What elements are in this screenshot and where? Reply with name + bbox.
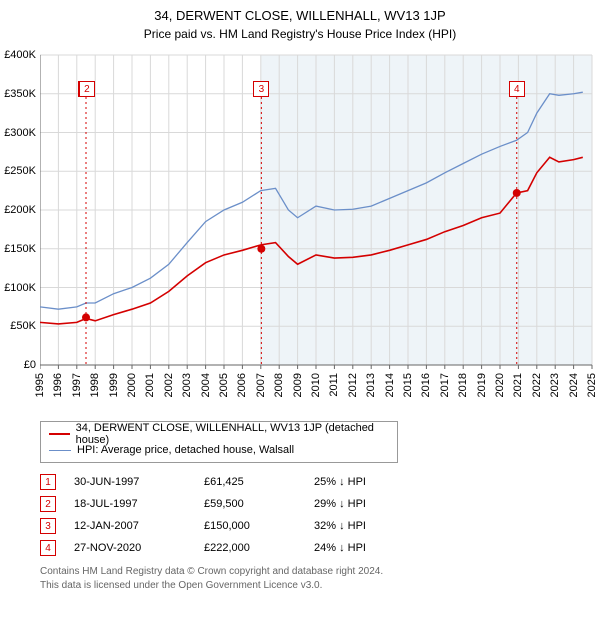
legend-swatch: [49, 433, 70, 435]
table-row: 4 27-NOV-2020£222,00024% ↓ HPI: [40, 537, 590, 559]
x-tick-label: 2012: [347, 373, 359, 397]
x-tick-label: 2006: [236, 373, 248, 397]
table-row: 1 30-JUN-1997£61,42525% ↓ HPI: [40, 471, 590, 493]
x-tick-label: 2019: [476, 373, 488, 397]
row-marker: 1: [40, 474, 56, 490]
chart: £0£50K£100K£150K£200K£250K£300K£350K£400…: [40, 45, 600, 415]
x-tick-label: 2024: [568, 373, 580, 397]
page-title: 34, DERWENT CLOSE, WILLENHALL, WV13 1JP: [0, 0, 600, 23]
x-tick-label: 2003: [181, 373, 193, 397]
x-tick-label: 2000: [126, 373, 138, 397]
x-tick-label: 2001: [144, 373, 156, 397]
y-tick-label: £200K: [2, 204, 36, 216]
x-tick-label: 2020: [494, 373, 506, 397]
row-pct: 24% ↓ HPI: [314, 542, 424, 554]
row-price: £222,000: [204, 542, 314, 554]
x-tick-label: 2023: [549, 373, 561, 397]
y-tick-label: £300K: [2, 127, 36, 139]
y-tick-label: £50K: [2, 320, 36, 332]
x-tick-label: 2004: [200, 373, 212, 397]
footer-line1: Contains HM Land Registry data © Crown c…: [40, 565, 590, 579]
y-tick-label: £0: [2, 359, 36, 371]
row-date: 27-NOV-2020: [74, 542, 204, 554]
page-subtitle: Price paid vs. HM Land Registry's House …: [0, 23, 600, 45]
x-tick-label: 2017: [439, 373, 451, 397]
legend-label: HPI: Average price, detached house, Wals…: [77, 444, 294, 456]
x-tick-label: 2008: [273, 373, 285, 397]
row-pct: 32% ↓ HPI: [314, 520, 424, 532]
row-price: £59,500: [204, 498, 314, 510]
row-marker: 4: [40, 540, 56, 556]
x-tick-label: 2015: [402, 373, 414, 397]
row-date: 12-JAN-2007: [74, 520, 204, 532]
x-tick-label: 1995: [34, 373, 46, 397]
x-tick-label: 2022: [531, 373, 543, 397]
row-marker: 3: [40, 518, 56, 534]
row-marker: 2: [40, 496, 56, 512]
x-tick-label: 1998: [89, 373, 101, 397]
x-tick-label: 1996: [52, 373, 64, 397]
y-tick-label: £150K: [2, 243, 36, 255]
y-tick-label: £100K: [2, 282, 36, 294]
legend: 34, DERWENT CLOSE, WILLENHALL, WV13 1JP …: [40, 421, 398, 463]
x-tick-label: 1999: [108, 373, 120, 397]
x-tick-label: 1997: [71, 373, 83, 397]
row-price: £61,425: [204, 476, 314, 488]
table-row: 3 12-JAN-2007£150,00032% ↓ HPI: [40, 515, 590, 537]
footer: Contains HM Land Registry data © Crown c…: [40, 565, 590, 592]
x-tick-label: 2005: [218, 373, 230, 397]
y-tick-label: £250K: [2, 165, 36, 177]
y-tick-label: £350K: [2, 88, 36, 100]
table-row: 2 18-JUL-1997£59,50029% ↓ HPI: [40, 493, 590, 515]
row-pct: 25% ↓ HPI: [314, 476, 424, 488]
x-tick-label: 2018: [457, 373, 469, 397]
row-date: 30-JUN-1997: [74, 476, 204, 488]
y-tick-label: £400K: [2, 49, 36, 61]
x-tick-label: 2010: [310, 373, 322, 397]
x-tick-label: 2016: [420, 373, 432, 397]
chart-marker-3: 3: [253, 81, 269, 97]
x-tick-label: 2014: [384, 373, 396, 397]
transaction-table: 1 30-JUN-1997£61,42525% ↓ HPI 2 18-JUL-1997…: [40, 471, 590, 559]
legend-label: 34, DERWENT CLOSE, WILLENHALL, WV13 1JP …: [76, 422, 389, 446]
legend-swatch: [49, 450, 71, 451]
row-date: 18-JUL-1997: [74, 498, 204, 510]
x-tick-label: 2009: [292, 373, 304, 397]
chart-marker-2: 2: [79, 81, 95, 97]
chart-marker-4: 4: [509, 81, 525, 97]
chart-svg: [40, 45, 600, 415]
x-tick-label: 2021: [512, 373, 524, 397]
x-tick-label: 2025: [586, 373, 598, 397]
footer-line2: This data is licensed under the Open Gov…: [40, 579, 590, 593]
row-price: £150,000: [204, 520, 314, 532]
x-tick-label: 2011: [328, 373, 340, 397]
x-tick-label: 2013: [365, 373, 377, 397]
legend-item: 34, DERWENT CLOSE, WILLENHALL, WV13 1JP …: [49, 426, 389, 442]
x-tick-label: 2002: [163, 373, 175, 397]
x-tick-label: 2007: [255, 373, 267, 397]
row-pct: 29% ↓ HPI: [314, 498, 424, 510]
